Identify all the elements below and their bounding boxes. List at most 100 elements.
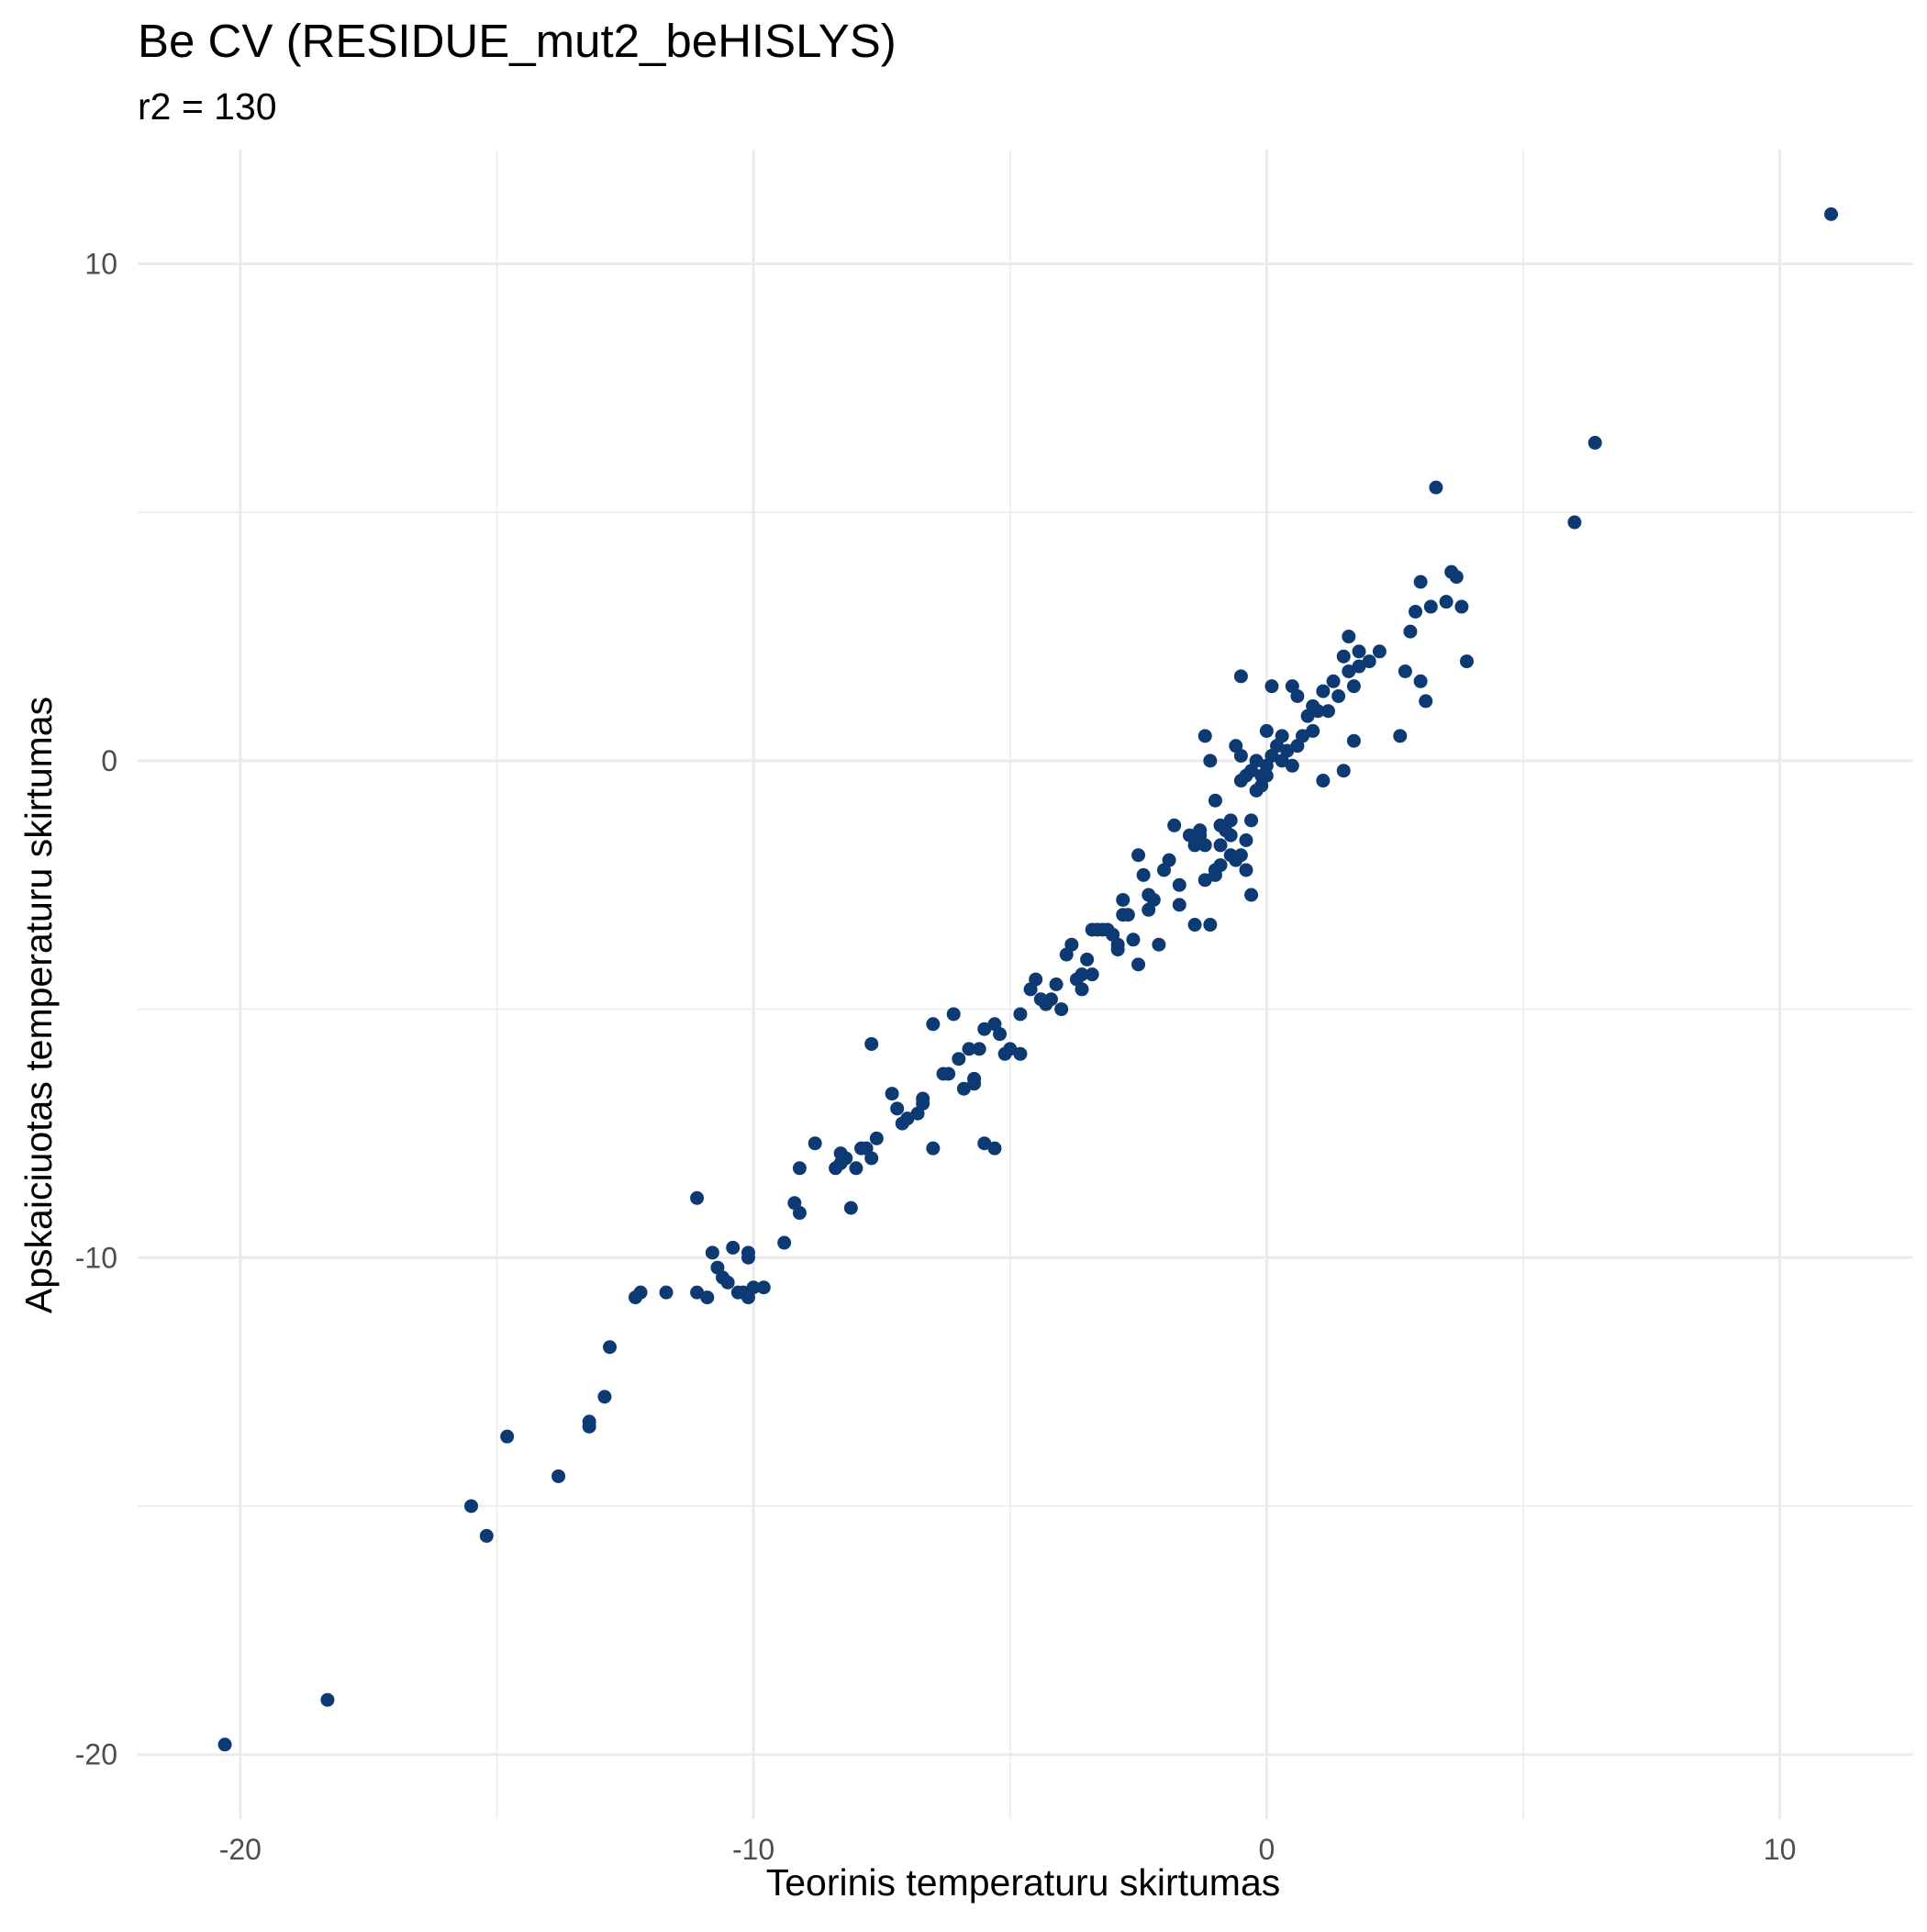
data-point <box>1043 992 1058 1007</box>
x-tick-label: 10 <box>1764 1833 1797 1866</box>
data-point <box>1342 630 1356 644</box>
data-point <box>1449 570 1464 585</box>
y-tick-label: -10 <box>75 1241 117 1274</box>
data-point <box>1085 967 1099 982</box>
data-point <box>1352 659 1366 674</box>
data-point <box>726 1240 741 1255</box>
data-point <box>1280 743 1295 758</box>
data-point <box>1116 892 1131 907</box>
data-point <box>967 1077 982 1091</box>
data-point <box>1120 908 1135 922</box>
data-point <box>1233 848 1248 863</box>
data-point <box>1172 877 1186 892</box>
data-point <box>690 1285 705 1300</box>
data-point <box>1244 813 1259 828</box>
data-point <box>1213 858 1228 873</box>
data-point <box>1295 729 1309 743</box>
data-point <box>741 1250 756 1265</box>
data-point <box>1259 768 1274 783</box>
data-point <box>890 1101 905 1116</box>
data-point <box>1362 654 1376 669</box>
data-point <box>1003 1042 1018 1056</box>
data-point <box>952 1052 966 1067</box>
data-point <box>1372 644 1387 659</box>
data-point <box>1587 435 1602 450</box>
data-point <box>1203 754 1218 768</box>
data-point <box>1403 624 1418 639</box>
x-axis-tick-labels: -20 -10 0 10 <box>219 1833 1797 1866</box>
data-point <box>582 1419 596 1434</box>
data-point <box>1233 669 1248 684</box>
data-point <box>1275 729 1289 743</box>
data-point <box>1075 967 1089 982</box>
data-point <box>1110 943 1125 957</box>
chart-subtitle: r2 = 130 <box>138 85 277 128</box>
data-point <box>962 1042 976 1056</box>
data-point <box>1136 867 1151 882</box>
data-point <box>1193 823 1208 838</box>
data-point <box>1075 982 1089 997</box>
data-point <box>900 1111 915 1126</box>
data-point <box>1064 937 1079 952</box>
data-point <box>1439 595 1454 609</box>
data-point <box>756 1280 771 1295</box>
x-tick-label: 0 <box>1258 1833 1275 1866</box>
data-point <box>1331 689 1346 704</box>
chart-title: Be CV (RESIDUE_mut2_beHISLYS) <box>138 15 897 67</box>
data-point <box>1413 575 1428 589</box>
data-point <box>987 1141 1002 1156</box>
data-point <box>1203 918 1218 932</box>
data-point <box>946 1007 961 1022</box>
data-point <box>885 1087 899 1101</box>
data-point <box>690 1190 705 1205</box>
data-point <box>1131 848 1146 863</box>
data-point <box>603 1340 618 1355</box>
data-point <box>1172 898 1186 912</box>
data-point <box>1342 664 1356 678</box>
data-points <box>217 207 1839 1752</box>
data-point <box>1197 873 1212 888</box>
data-point <box>1419 694 1433 709</box>
data-point <box>1336 764 1351 778</box>
data-point <box>1187 918 1202 932</box>
data-point <box>993 1027 1008 1042</box>
data-point <box>1146 892 1161 907</box>
data-point <box>1336 649 1351 664</box>
data-point <box>808 1136 822 1151</box>
data-point <box>1320 704 1335 719</box>
data-point <box>792 1206 807 1221</box>
data-point <box>1409 604 1423 619</box>
data-point <box>1306 698 1320 713</box>
data-point <box>1152 937 1166 952</box>
data-point <box>720 1275 735 1290</box>
data-point <box>926 1017 941 1032</box>
data-point <box>926 1141 941 1156</box>
data-point <box>1285 758 1299 773</box>
data-point <box>1013 1046 1028 1061</box>
data-point <box>1398 664 1412 678</box>
data-point <box>1054 1002 1069 1017</box>
data-point <box>1316 684 1331 698</box>
data-point <box>864 1151 879 1166</box>
data-point <box>1567 515 1582 530</box>
x-tick-label: -10 <box>732 1833 774 1866</box>
data-point <box>1824 207 1839 221</box>
data-point <box>869 1131 884 1145</box>
data-point <box>597 1390 612 1404</box>
gridlines <box>138 150 1913 1819</box>
data-point <box>916 1096 930 1111</box>
data-point <box>839 1151 853 1166</box>
data-point <box>1223 813 1238 828</box>
data-point <box>1306 723 1320 738</box>
data-point <box>1393 729 1408 743</box>
y-tick-label: 0 <box>101 744 117 777</box>
y-axis-tick-labels: -20 -10 0 10 <box>75 248 117 1771</box>
data-point <box>551 1469 566 1483</box>
data-point <box>705 1245 719 1260</box>
data-point <box>700 1290 715 1305</box>
data-point <box>1197 838 1212 853</box>
data-point <box>1013 1007 1028 1022</box>
data-point <box>792 1161 807 1176</box>
